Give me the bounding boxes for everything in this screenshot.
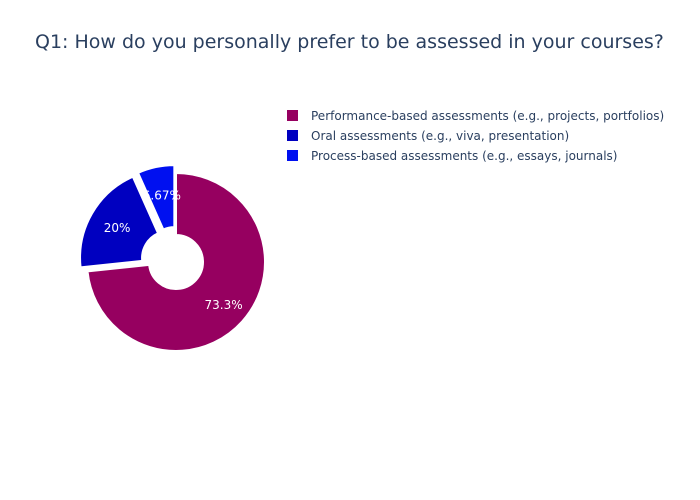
slice-label-3: 6.67% (143, 188, 181, 202)
slice-labels-layer: 73.3% 20% 6.67% (104, 188, 243, 311)
legend-label-1: Performance-based assessments (e.g., pro… (311, 109, 664, 123)
legend-item-2[interactable]: Oral assessments (e.g., viva, presentati… (287, 129, 569, 143)
chart-title: Q1: How do you personally prefer to be a… (35, 31, 664, 53)
legend-swatch-3 (287, 150, 298, 161)
legend: Performance-based assessments (e.g., pro… (287, 109, 664, 163)
legend-label-3: Process-based assessments (e.g., essays,… (311, 149, 617, 163)
legend-label-2: Oral assessments (e.g., viva, presentati… (311, 129, 569, 143)
legend-item-1[interactable]: Performance-based assessments (e.g., pro… (287, 109, 664, 123)
donut-slice-3[interactable] (136, 164, 176, 231)
slice-label-1: 73.3% (205, 298, 243, 312)
slices-layer (79, 164, 266, 352)
donut-slice-2[interactable] (79, 175, 160, 269)
donut-slice-1[interactable] (86, 171, 266, 352)
legend-item-3[interactable]: Process-based assessments (e.g., essays,… (287, 149, 617, 163)
legend-swatch-1 (287, 110, 298, 121)
slice-label-2: 20% (104, 221, 131, 235)
legend-swatch-2 (287, 130, 298, 141)
